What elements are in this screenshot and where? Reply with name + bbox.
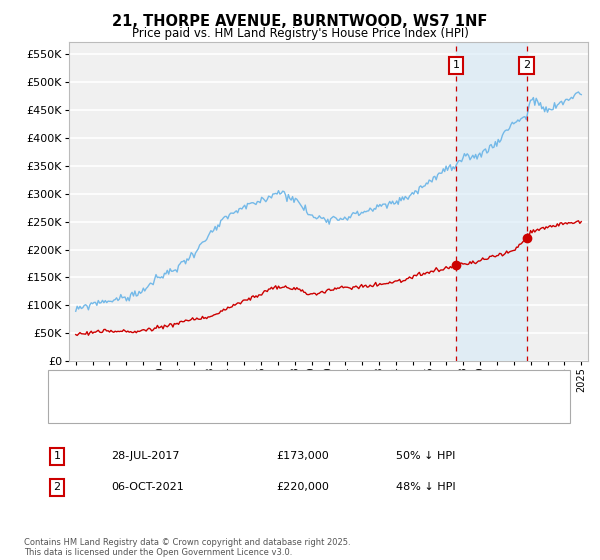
- Text: HPI: Average price, detached house, Lichfield: HPI: Average price, detached house, Lich…: [99, 404, 336, 414]
- Text: Price paid vs. HM Land Registry's House Price Index (HPI): Price paid vs. HM Land Registry's House …: [131, 27, 469, 40]
- Text: £173,000: £173,000: [276, 451, 329, 461]
- Text: 50% ↓ HPI: 50% ↓ HPI: [396, 451, 455, 461]
- Text: £220,000: £220,000: [276, 482, 329, 492]
- Text: Contains HM Land Registry data © Crown copyright and database right 2025.
This d: Contains HM Land Registry data © Crown c…: [24, 538, 350, 557]
- Bar: [456, 42, 527, 361]
- Text: 06-OCT-2021: 06-OCT-2021: [111, 482, 184, 492]
- Text: 21, THORPE AVENUE, BURNTWOOD, WS7 1NF: 21, THORPE AVENUE, BURNTWOOD, WS7 1NF: [112, 14, 488, 29]
- Text: 2: 2: [523, 60, 530, 71]
- Text: 48% ↓ HPI: 48% ↓ HPI: [396, 482, 455, 492]
- Text: 21, THORPE AVENUE, BURNTWOOD, WS7 1NF (detached house): 21, THORPE AVENUE, BURNTWOOD, WS7 1NF (d…: [99, 380, 432, 390]
- Text: 1: 1: [53, 451, 61, 461]
- Text: 1: 1: [452, 60, 460, 71]
- Text: 28-JUL-2017: 28-JUL-2017: [111, 451, 179, 461]
- Text: 2: 2: [53, 482, 61, 492]
